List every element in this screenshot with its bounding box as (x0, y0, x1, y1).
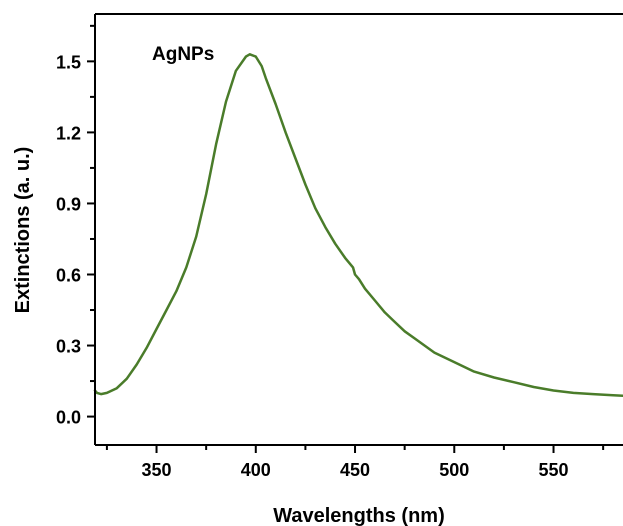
x-tick-label: 450 (340, 460, 370, 480)
series-annotation-label: AgNPs (152, 44, 214, 65)
y-tick-label: 1.5 (56, 52, 81, 72)
y-tick-label: 0.0 (56, 408, 81, 428)
y-axis-title: Extinctions (a. u.) (12, 147, 34, 314)
y-tick-label: 0.6 (56, 265, 81, 285)
x-tick-label: 400 (241, 460, 271, 480)
plot-area (93, 53, 623, 397)
x-tick-label: 550 (539, 460, 569, 480)
x-tick-label: 350 (142, 460, 172, 480)
x-axis-title: Wavelengths (nm) (273, 505, 445, 526)
y-axis-ticks: 0.0 0.3 0.6 0.9 1.2 1.5 (56, 24, 95, 428)
y-tick-label: 0.3 (56, 337, 81, 357)
x-axis-ticks: 350 400 450 500 550 (105, 445, 605, 480)
x-tick-label: 500 (439, 460, 469, 480)
series-line-0 (93, 53, 623, 397)
y-tick-label: 0.9 (56, 194, 81, 214)
y-tick-label: 1.2 (56, 123, 81, 143)
